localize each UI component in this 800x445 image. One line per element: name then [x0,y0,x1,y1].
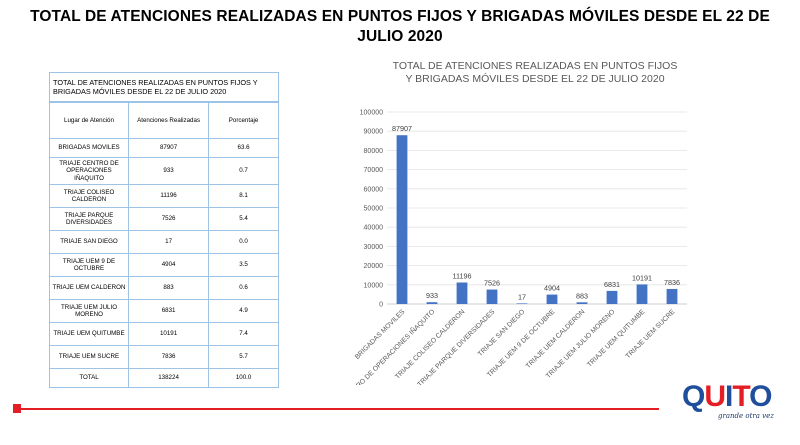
page-title: TOTAL DE ATENCIONES REALIZADAS EN PUNTOS… [30,8,770,45]
bar [456,282,468,304]
logo-letter: Q [682,380,705,413]
data-label: 7526 [484,279,500,288]
x-tick-label: TRIAJE UEM QUITUMBE [586,308,647,369]
y-tick-label: 40000 [364,225,384,232]
data-label: 883 [576,291,588,300]
cell-atenciones: 11196 [127,184,210,208]
cell-atenciones: 10191 [127,322,210,346]
y-tick-label: 20000 [364,263,384,270]
data-label: 933 [426,291,438,300]
data-label: 11196 [453,272,472,281]
cell-atenciones: 7526 [127,207,210,231]
y-tick-label: 10000 [364,282,384,289]
cell-atenciones: 138224 [127,368,210,388]
chart-title: TOTAL DE ATENCIONES REALIZADAS EN PUNTOS… [392,60,678,85]
attentions-table: TOTAL DE ATENCIONES REALIZADAS EN PUNTOS… [49,72,279,388]
cell-lugar: TRIAJE UEM SUCRE [49,345,129,369]
y-tick-label: 60000 [364,186,384,193]
cell-atenciones: 17 [127,230,210,254]
cell-porcentaje: 100.0 [208,368,279,388]
cell-atenciones: 7836 [127,345,210,369]
table-row: TRIAJE UEM JULIO MORENO 6831 4.9 [49,299,279,323]
data-label: 6831 [604,280,620,289]
table-row: BRIGADAS MOVILES 87907 63.6 [49,138,279,158]
column-header-atenciones: Atenciones Realizadas [127,101,210,139]
y-tick-label: 90000 [364,129,384,136]
quito-logo: QUITO grande otra vez [682,380,782,428]
cell-porcentaje: 0.6 [208,276,279,300]
data-label: 4904 [544,284,560,293]
table-row: TRIAJE CENTRO DE OPERACIONES IÑAQUITO 933… [49,157,279,185]
bar [666,288,678,304]
table-row: TOTAL 138224 100.0 [49,368,279,388]
x-tick-label: TRIAJE UEM SUCRE [625,308,677,360]
table-row: TRIAJE UEM SUCRE 7836 5.7 [49,345,279,369]
cell-porcentaje: 3.5 [208,253,279,277]
bar [546,294,558,304]
cell-lugar: TRIAJE UEM QUITUMBE [49,322,129,346]
cell-porcentaje: 5.7 [208,345,279,369]
cell-lugar: TOTAL [49,368,129,388]
y-tick-label: 0 [379,302,383,309]
data-label: 10191 [632,273,652,282]
logo-wordmark: QUITO [682,380,773,414]
table-row: TRIAJE COLISEO CALDERON 11196 8.1 [49,184,279,208]
logo-letter: U [704,380,726,413]
x-tick-label: BRIGADAS MOVILES [354,308,407,361]
cell-porcentaje: 5.4 [208,207,279,231]
y-tick-label: 100000 [360,110,383,117]
table-row: TRIAJE SAN DIEGO 17 0.0 [49,230,279,254]
y-tick-label: 50000 [364,206,384,213]
cell-lugar: TRIAJE SAN DIEGO [49,230,129,254]
bar [576,302,588,304]
cell-lugar: TRIAJE UEM CALDERON [49,276,129,300]
bar [486,289,498,304]
data-label: 17 [518,292,526,301]
cell-lugar: TRIAJE UEM 9 DE OCTUBRE [49,253,129,277]
data-label: 7836 [664,278,680,287]
bar [606,290,618,304]
cell-porcentaje: 0.7 [208,157,279,185]
table-row: TRIAJE UEM QUITUMBE 10191 7.4 [49,322,279,346]
cell-lugar: TRIAJE COLISEO CALDERON [49,184,129,208]
logo-letter: T [732,380,750,413]
bar [516,303,528,304]
logo-letter: O [749,380,772,413]
cell-lugar: TRIAJE CENTRO DE OPERACIONES IÑAQUITO [49,157,129,185]
footer-accent-square [13,404,21,413]
cell-porcentaje: 8.1 [208,184,279,208]
cell-porcentaje: 0.0 [208,230,279,254]
logo-tagline: grande otra vez [718,412,774,420]
cell-porcentaje: 4.9 [208,299,279,323]
cell-lugar: TRIAJE PARQUE DIVERSIDADES [49,207,129,231]
y-tick-label: 70000 [364,167,384,174]
cell-atenciones: 933 [127,157,210,185]
column-header-lugar: Lugar de Atención [49,101,129,139]
column-header-porcentaje: Porcentaje [208,101,279,139]
cell-porcentaje: 63.6 [208,138,279,158]
footer-divider-line [19,408,659,410]
bar [636,284,648,304]
y-tick-label: 30000 [364,244,384,251]
bar [426,302,438,304]
bar [396,135,408,304]
y-tick-label: 80000 [364,148,384,155]
cell-atenciones: 4904 [127,253,210,277]
cell-lugar: BRIGADAS MOVILES [49,138,129,158]
cell-porcentaje: 7.4 [208,322,279,346]
table-row: TRIAJE UEM CALDERON 883 0.6 [49,276,279,300]
cell-atenciones: 6831 [127,299,210,323]
table-title: TOTAL DE ATENCIONES REALIZADAS EN PUNTOS… [49,72,279,103]
x-tick-label: TRIAJE UEM CALDERON [525,308,587,370]
logo-letter: I [725,380,733,413]
table-row: TRIAJE PARQUE DIVERSIDADES 7526 5.4 [49,207,279,231]
cell-lugar: TRIAJE UEM JULIO MORENO [49,299,129,323]
cell-atenciones: 883 [127,276,210,300]
bar-chart: 0 10000 20000 30000 40000 50000 60000 70000 8000… [345,110,687,385]
cell-atenciones: 87907 [127,138,210,158]
table-row: TRIAJE UEM 9 DE OCTUBRE 4904 3.5 [49,253,279,277]
data-label: 87907 [392,124,412,133]
